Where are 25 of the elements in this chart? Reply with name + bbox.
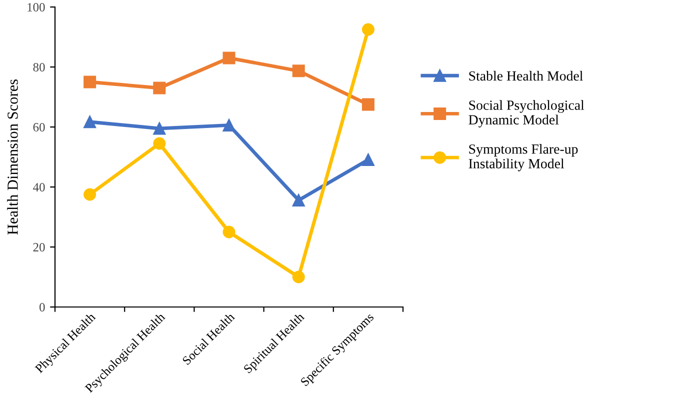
point xyxy=(222,52,236,64)
y-axis-title: Health Dimension Scores xyxy=(7,79,18,235)
y-tick-label: 40 xyxy=(33,183,45,192)
legend-label: Social Psychological Dynamic Model xyxy=(468,100,584,128)
point xyxy=(153,122,166,135)
point xyxy=(84,116,96,128)
point xyxy=(84,188,96,201)
point xyxy=(362,153,374,166)
point xyxy=(222,226,236,238)
legend-label: Symptoms Flare-up Instability Model xyxy=(468,144,578,172)
y-tick-label: 80 xyxy=(33,63,45,72)
point xyxy=(362,23,374,36)
point xyxy=(222,118,236,132)
y-tick-label: 100 xyxy=(28,3,45,12)
point xyxy=(292,64,305,78)
y-tick-label: 0 xyxy=(40,303,45,312)
point xyxy=(153,82,166,94)
y-tick-label: 20 xyxy=(33,243,45,252)
point xyxy=(292,270,305,284)
legend-label: Stable Health Model xyxy=(469,70,583,81)
point xyxy=(153,137,166,150)
point xyxy=(362,98,374,111)
point xyxy=(84,76,96,88)
y-tick-label: 60 xyxy=(33,123,45,132)
point xyxy=(292,194,305,206)
